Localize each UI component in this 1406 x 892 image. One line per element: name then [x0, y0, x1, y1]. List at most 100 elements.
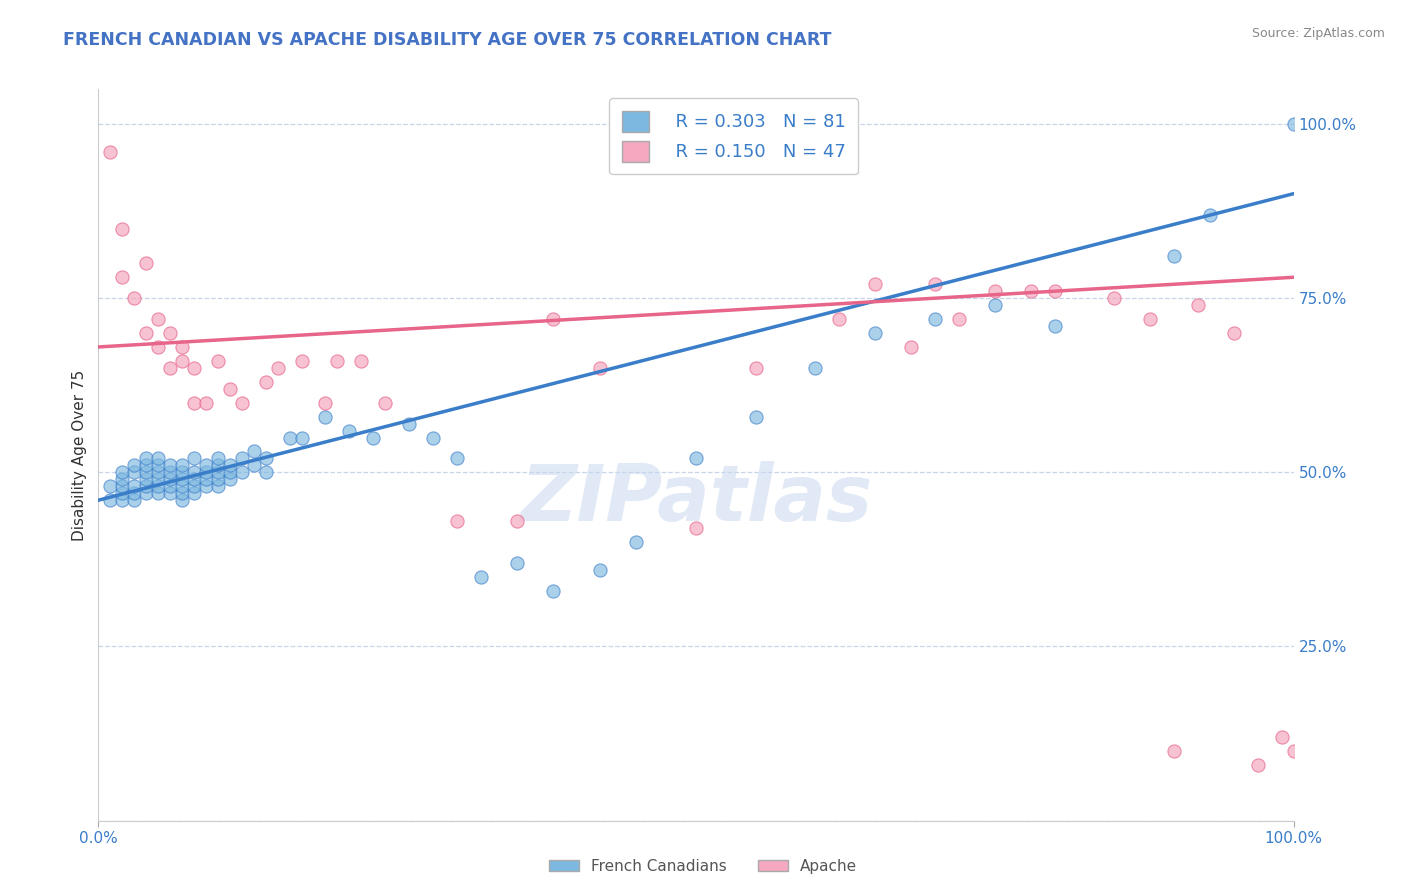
Point [446, 451, 468, 466]
Point [172, 354, 194, 368]
Point [745, 360, 768, 375]
Point [183, 466, 205, 480]
Point [1282, 744, 1305, 758]
Point [1163, 744, 1185, 758]
Point [291, 354, 314, 368]
Point [183, 472, 205, 486]
Point [124, 291, 146, 305]
Point [219, 466, 242, 480]
Point [291, 430, 314, 444]
Point [172, 458, 194, 473]
Point [159, 458, 181, 473]
Point [254, 375, 277, 389]
Point [124, 486, 146, 500]
Point [148, 466, 170, 480]
Point [111, 221, 134, 235]
Point [984, 298, 1007, 312]
Point [195, 479, 218, 493]
Point [363, 430, 385, 444]
Point [135, 486, 157, 500]
Point [1187, 298, 1209, 312]
Point [98, 493, 122, 508]
Point [183, 360, 205, 375]
Point [984, 284, 1007, 298]
Point [278, 430, 301, 444]
Point [1043, 319, 1066, 334]
Point [172, 493, 194, 508]
Point [111, 472, 134, 486]
Point [207, 472, 229, 486]
Point [172, 340, 194, 354]
Point [135, 472, 157, 486]
Point [148, 479, 170, 493]
Point [1247, 758, 1270, 772]
Point [685, 521, 707, 535]
Point [172, 466, 194, 480]
Point [195, 458, 218, 473]
Text: Source: ZipAtlas.com: Source: ZipAtlas.com [1251, 27, 1385, 40]
Point [745, 409, 768, 424]
Point [124, 466, 146, 480]
Point [254, 466, 277, 480]
Y-axis label: Disability Age Over 75: Disability Age Over 75 [72, 369, 87, 541]
Point [243, 458, 266, 473]
Point [541, 583, 564, 598]
Point [339, 424, 361, 438]
Point [1104, 291, 1126, 305]
Point [1139, 312, 1161, 326]
Point [804, 360, 827, 375]
Point [159, 472, 181, 486]
Legend: French Canadians, Apache: French Canadians, Apache [543, 853, 863, 880]
Point [195, 472, 218, 486]
Point [219, 382, 242, 396]
Point [541, 312, 564, 326]
Point [231, 395, 253, 409]
Point [195, 466, 218, 480]
Point [865, 326, 887, 340]
Point [828, 312, 851, 326]
Point [111, 270, 134, 285]
Point [589, 360, 612, 375]
Point [172, 479, 194, 493]
Point [159, 466, 181, 480]
Point [183, 451, 205, 466]
Point [183, 479, 205, 493]
Point [111, 486, 134, 500]
Point [685, 451, 707, 466]
Point [506, 556, 529, 570]
Point [135, 256, 157, 270]
Point [865, 277, 887, 292]
Point [98, 145, 122, 159]
Point [315, 395, 337, 409]
Point [267, 360, 290, 375]
Text: ZIPatlas: ZIPatlas [520, 461, 872, 537]
Point [398, 417, 420, 431]
Point [470, 570, 492, 584]
Point [315, 409, 337, 424]
Point [135, 479, 157, 493]
Point [148, 312, 170, 326]
Point [207, 466, 229, 480]
Point [124, 493, 146, 508]
Text: FRENCH CANADIAN VS APACHE DISABILITY AGE OVER 75 CORRELATION CHART: FRENCH CANADIAN VS APACHE DISABILITY AGE… [63, 31, 832, 49]
Point [924, 312, 946, 326]
Point [183, 395, 205, 409]
Point [135, 466, 157, 480]
Point [1271, 730, 1294, 744]
Point [98, 479, 122, 493]
Point [111, 466, 134, 480]
Point [924, 277, 946, 292]
Point [207, 354, 229, 368]
Point [195, 395, 218, 409]
Point [172, 486, 194, 500]
Point [148, 486, 170, 500]
Legend:   R = 0.303   N = 81,   R = 0.150   N = 47: R = 0.303 N = 81, R = 0.150 N = 47 [609, 98, 858, 174]
Point [254, 451, 277, 466]
Point [148, 451, 170, 466]
Point [1223, 326, 1246, 340]
Point [172, 472, 194, 486]
Point [231, 466, 253, 480]
Point [446, 514, 468, 528]
Point [124, 458, 146, 473]
Point [374, 395, 396, 409]
